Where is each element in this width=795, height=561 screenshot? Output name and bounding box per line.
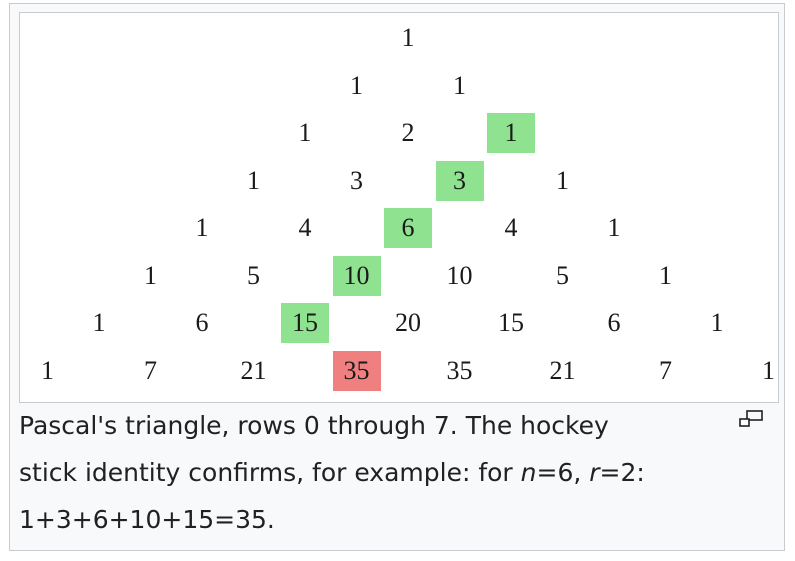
triangle-entry-r3-c3: 1 [556,165,569,195]
triangle-entry-r3-c0: 1 [247,165,260,195]
caption-line-2: stick identity confirms, for example: fo… [19,449,719,496]
triangle-entry-r5-c3: 10 [446,260,473,290]
triangle-entry-r7-c2: 21 [240,355,267,385]
caption-n-value: =6, [536,458,590,487]
triangle-entry-r7-c1: 7 [144,355,157,385]
caption-line-2-text: stick identity confirms, for example: fo… [19,458,521,487]
triangle-entry-r2-c2: 1 [487,113,535,153]
triangle-entry-r6-c0: 1 [92,308,106,337]
caption-line-1: Pascal's triangle, rows 0 through 7. The… [19,411,609,440]
triangle-entry-r6-c2: 15 [281,303,329,343]
triangle-entry-r0-c0: 1 [401,23,415,52]
caption-variable-n: n [520,458,537,487]
triangle-entry-r7-c6: 7 [659,355,672,385]
triangle-entry-r1-c0: 1 [350,70,363,100]
triangle-entry-r2-c0: 1 [298,118,312,147]
triangle-entry-r5-c2: 10 [332,255,381,296]
triangle-entry-r6-c5: 6 [607,308,621,337]
triangle-entry-r3-c1: 3 [350,165,363,195]
triangle-entry-r6-c4: 15 [498,308,524,337]
figure-thumbnail: 1 1 1 1 2 1 1 3 3 1 1 4 6 4 1 1 5 10 10 5 1 1 6 15 20 15 6 1 1 7 21 35 3… [9,3,785,551]
triangle-entry-r1-c1: 1 [453,70,466,100]
triangle-entry-r5-c1: 5 [247,260,260,290]
triangle-entry-r4-c3: 4 [504,213,518,242]
triangle-entry-r4-c2: 6 [384,208,432,248]
triangle-entry-r5-c5: 1 [659,260,672,290]
triangle-entry-r7-c3: 35 [332,350,381,391]
enlarge-icon [739,410,763,427]
pascal-triangle-image[interactable]: 1 1 1 1 2 1 1 3 3 1 1 4 6 4 1 1 5 10 10 5 1 1 6 15 20 15 6 1 1 7 21 35 3… [19,12,779,403]
triangle-entry-r4-c0: 1 [195,213,209,242]
caption-r-value: =2: [599,458,645,487]
triangle-entry-r7-c5: 21 [549,355,576,385]
triangle-entry-r3-c2: 3 [435,160,484,201]
caption-line-3: 1+3+6+10+15=35. [19,505,275,534]
caption-variable-r: r [589,458,600,487]
triangle-entry-r5-c0: 1 [144,260,157,290]
figure-caption: Pascal's triangle, rows 0 through 7. The… [19,402,719,543]
triangle-entry-r2-c1: 2 [401,118,415,147]
triangle-entry-r7-c4: 35 [446,355,473,385]
triangle-entry-r7-c7: 1 [762,355,775,385]
triangle-entry-r4-c1: 4 [298,213,312,242]
triangle-entry-r5-c4: 5 [556,260,569,290]
triangle-entry-r7-c0: 1 [41,355,54,385]
triangle-entry-r6-c1: 6 [195,308,209,337]
magnify-clip-icon[interactable] [738,409,764,429]
triangle-entry-r6-c3: 20 [395,308,421,337]
triangle-entry-r4-c4: 1 [607,213,621,242]
triangle-entry-r6-c6: 1 [710,308,724,337]
